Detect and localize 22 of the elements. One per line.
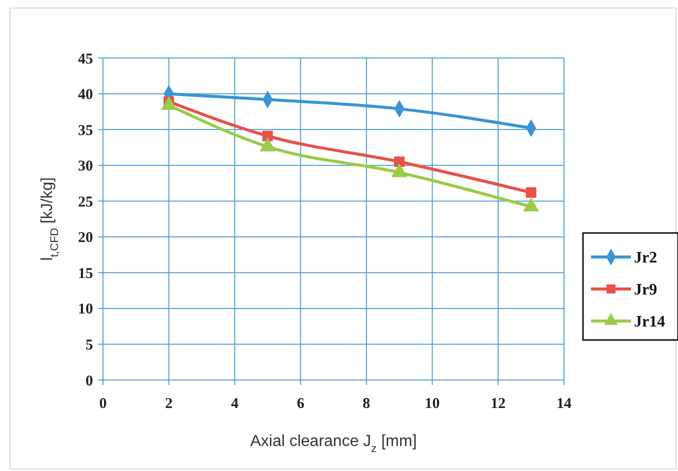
legend-label: Jr14: [634, 314, 666, 331]
x-tick-label: 4: [230, 396, 239, 412]
y-tick-label: 5: [86, 337, 93, 354]
x-axis-title: Axial clearance J$_{z}$ [mm]: [250, 433, 417, 455]
x-tick-label: 14: [556, 396, 572, 412]
y-tick-label: 30: [78, 158, 93, 175]
x-tick-label: 2: [165, 396, 173, 412]
y-tick-label: 45: [78, 51, 93, 68]
y-tick-label: 40: [78, 87, 93, 104]
x-tick-label: 10: [424, 396, 440, 412]
y-tick-label: 0: [86, 373, 93, 390]
x-tick-label: 6: [296, 396, 305, 412]
x-tick-label: 0: [99, 396, 107, 412]
x-tick-label: 8: [362, 396, 370, 412]
y-tick-label: 35: [78, 122, 93, 139]
legend-label: Jr9: [634, 282, 658, 299]
x-tick-label: 12: [490, 396, 506, 412]
y-tick-label: 25: [78, 194, 93, 210]
y-tick-label: 10: [78, 302, 93, 318]
y-tick-label: 15: [78, 266, 93, 282]
legend-label: Jr2: [634, 250, 658, 267]
y-tick-label: 20: [78, 230, 93, 246]
